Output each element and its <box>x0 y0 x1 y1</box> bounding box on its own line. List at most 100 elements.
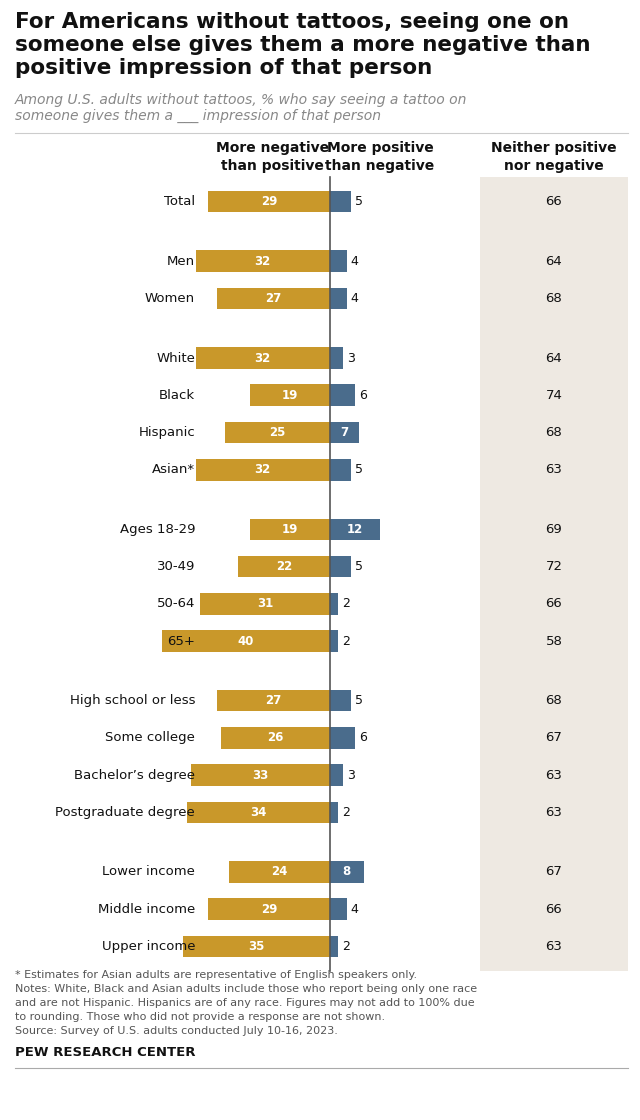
Bar <box>196 459 330 480</box>
Text: 58: 58 <box>545 635 563 647</box>
Bar <box>330 631 339 652</box>
Text: Men: Men <box>167 254 195 268</box>
Text: 66: 66 <box>546 195 563 208</box>
Text: 24: 24 <box>271 866 288 878</box>
Text: 2: 2 <box>342 940 350 953</box>
Text: Women: Women <box>145 292 195 305</box>
Text: 40: 40 <box>238 635 254 647</box>
Text: 68: 68 <box>546 292 563 305</box>
Bar <box>330 556 351 577</box>
Text: Hispanic: Hispanic <box>138 426 195 439</box>
Text: Among U.S. adults without tattoos, % who say seeing a tattoo on: Among U.S. adults without tattoos, % who… <box>15 93 467 108</box>
Text: 30-49: 30-49 <box>157 560 195 573</box>
Text: 63: 63 <box>545 768 563 782</box>
Bar <box>162 631 330 652</box>
Text: For Americans without tattoos, seeing one on: For Americans without tattoos, seeing on… <box>15 12 569 32</box>
Text: 4: 4 <box>351 254 358 268</box>
Text: 68: 68 <box>546 426 563 439</box>
Text: Middle income: Middle income <box>98 903 195 916</box>
Text: Lower income: Lower income <box>102 866 195 878</box>
Bar <box>196 347 330 368</box>
Bar <box>330 898 347 920</box>
Bar <box>330 288 347 309</box>
Text: 72: 72 <box>545 560 563 573</box>
Bar <box>221 727 330 748</box>
Text: 66: 66 <box>546 597 563 610</box>
Text: 29: 29 <box>261 903 277 916</box>
Bar <box>330 190 351 213</box>
Text: 7: 7 <box>340 426 349 439</box>
Bar <box>237 556 330 577</box>
Text: 67: 67 <box>545 866 563 878</box>
Bar <box>250 519 330 540</box>
Text: 25: 25 <box>269 426 285 439</box>
Text: 26: 26 <box>268 731 284 745</box>
Text: Neither positive
nor negative: Neither positive nor negative <box>491 141 617 172</box>
Text: 2: 2 <box>342 597 350 610</box>
Text: 31: 31 <box>257 597 273 610</box>
Text: Black: Black <box>159 389 195 402</box>
Text: 6: 6 <box>359 731 367 745</box>
Bar <box>225 422 330 444</box>
Text: 68: 68 <box>546 694 563 707</box>
Text: 4: 4 <box>351 903 358 916</box>
Bar <box>330 935 339 958</box>
Text: 66: 66 <box>546 903 563 916</box>
Bar <box>200 592 330 615</box>
Text: 5: 5 <box>355 195 363 208</box>
Bar <box>216 690 330 711</box>
Text: Source: Survey of U.S. adults conducted July 10-16, 2023.: Source: Survey of U.S. adults conducted … <box>15 1026 338 1036</box>
Text: 34: 34 <box>250 805 267 819</box>
Bar <box>330 592 339 615</box>
Bar <box>196 251 330 272</box>
Text: 74: 74 <box>545 389 563 402</box>
Bar <box>191 764 330 786</box>
Text: 63: 63 <box>545 805 563 819</box>
Text: Total: Total <box>164 195 195 208</box>
Text: Notes: White, Black and Asian adults include those who report being only one rac: Notes: White, Black and Asian adults inc… <box>15 984 477 995</box>
Bar <box>250 384 330 407</box>
Text: 33: 33 <box>253 768 269 782</box>
Text: High school or less: High school or less <box>70 694 195 707</box>
Text: More negative
than positive: More negative than positive <box>216 141 329 172</box>
Text: 5: 5 <box>355 694 363 707</box>
Text: 6: 6 <box>359 389 367 402</box>
Bar <box>330 384 355 407</box>
Text: PEW RESEARCH CENTER: PEW RESEARCH CENTER <box>15 1046 195 1060</box>
Text: 32: 32 <box>255 464 271 476</box>
Text: 3: 3 <box>347 352 355 364</box>
Text: 2: 2 <box>342 635 350 647</box>
Bar <box>330 422 360 444</box>
Bar <box>330 861 364 883</box>
Bar <box>216 288 330 309</box>
Text: to rounding. Those who did not provide a response are not shown.: to rounding. Those who did not provide a… <box>15 1012 385 1021</box>
Bar <box>183 935 330 958</box>
Text: 35: 35 <box>248 940 265 953</box>
Bar <box>229 861 330 883</box>
Text: 32: 32 <box>255 352 271 364</box>
Text: 5: 5 <box>355 560 363 573</box>
Text: 32: 32 <box>255 254 271 268</box>
Bar <box>330 802 339 823</box>
Text: someone gives them a ___ impression of that person: someone gives them a ___ impression of t… <box>15 109 381 123</box>
Text: 12: 12 <box>347 523 364 535</box>
Bar <box>480 177 628 971</box>
Text: White: White <box>156 352 195 364</box>
Text: 64: 64 <box>546 254 563 268</box>
Bar <box>330 690 351 711</box>
Text: 19: 19 <box>282 523 298 535</box>
Text: 4: 4 <box>351 292 358 305</box>
Bar <box>330 764 342 786</box>
Text: 2: 2 <box>342 805 350 819</box>
Text: 67: 67 <box>545 731 563 745</box>
Text: Postgraduate degree: Postgraduate degree <box>55 805 195 819</box>
Text: 19: 19 <box>282 389 298 402</box>
Bar <box>330 347 342 368</box>
Text: 5: 5 <box>355 464 363 476</box>
Bar <box>330 519 380 540</box>
Text: 50-64: 50-64 <box>157 597 195 610</box>
Text: 22: 22 <box>276 560 292 573</box>
Text: Asian*: Asian* <box>152 464 195 476</box>
Text: Bachelor’s degree: Bachelor’s degree <box>74 768 195 782</box>
Text: Some college: Some college <box>105 731 195 745</box>
